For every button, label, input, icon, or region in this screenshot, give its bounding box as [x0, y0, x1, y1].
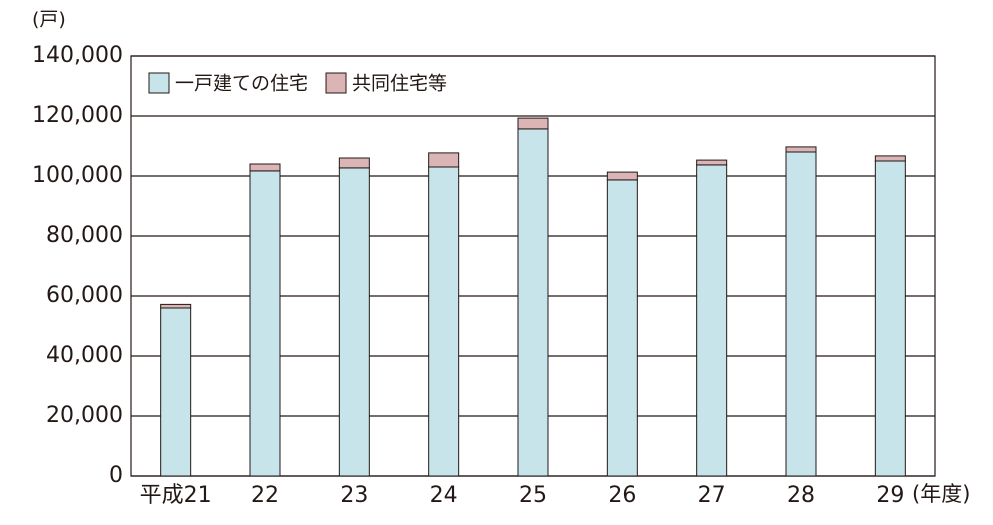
bar-segment [428, 152, 460, 168]
x-tick-label: 22 [251, 483, 279, 508]
bar-segment [160, 303, 192, 309]
x-tick-label: 29 [876, 483, 904, 508]
x-axis-label: (年度) [912, 482, 970, 506]
bar-segment [517, 117, 549, 130]
bar-segment [249, 163, 281, 172]
y-tick-label: 40,000 [46, 343, 123, 368]
legend-swatch [148, 72, 170, 94]
y-tick-label: 80,000 [46, 223, 123, 248]
bar-segment [428, 166, 460, 477]
y-tick-label: 60,000 [46, 283, 123, 308]
x-tick-label: 26 [608, 483, 636, 508]
y-axis-label: (戸) [32, 9, 66, 31]
x-tick-label: 24 [430, 483, 458, 508]
legend-swatch [325, 72, 347, 94]
x-tick-label: 28 [787, 483, 815, 508]
bar-segment [338, 167, 370, 477]
bar-segment [874, 155, 906, 162]
bar-segment [606, 171, 638, 181]
y-tick-label: 100,000 [32, 163, 123, 188]
y-tick-label: 140,000 [32, 43, 123, 68]
bar-segment [517, 128, 549, 477]
bar-segment [338, 157, 370, 169]
bar-segment [785, 146, 817, 153]
bar-segment [696, 164, 728, 477]
bar-segment [249, 170, 281, 477]
x-tick-label: 23 [340, 483, 368, 508]
bar-segment [785, 151, 817, 477]
bar-segment [606, 179, 638, 477]
legend-label: 一戸建ての住宅 [175, 73, 308, 95]
x-tick-label: 27 [698, 483, 726, 508]
bar-segment [160, 307, 192, 477]
x-tick-label: 平成21 [140, 483, 212, 508]
y-tick-label: 0 [109, 463, 123, 488]
y-tick-label: 20,000 [46, 403, 123, 428]
legend-label: 共同住宅等 [352, 73, 447, 95]
bar-segment [696, 159, 728, 166]
bar-segment [874, 160, 906, 477]
y-tick-label: 120,000 [32, 103, 123, 128]
x-tick-label: 25 [519, 483, 547, 508]
